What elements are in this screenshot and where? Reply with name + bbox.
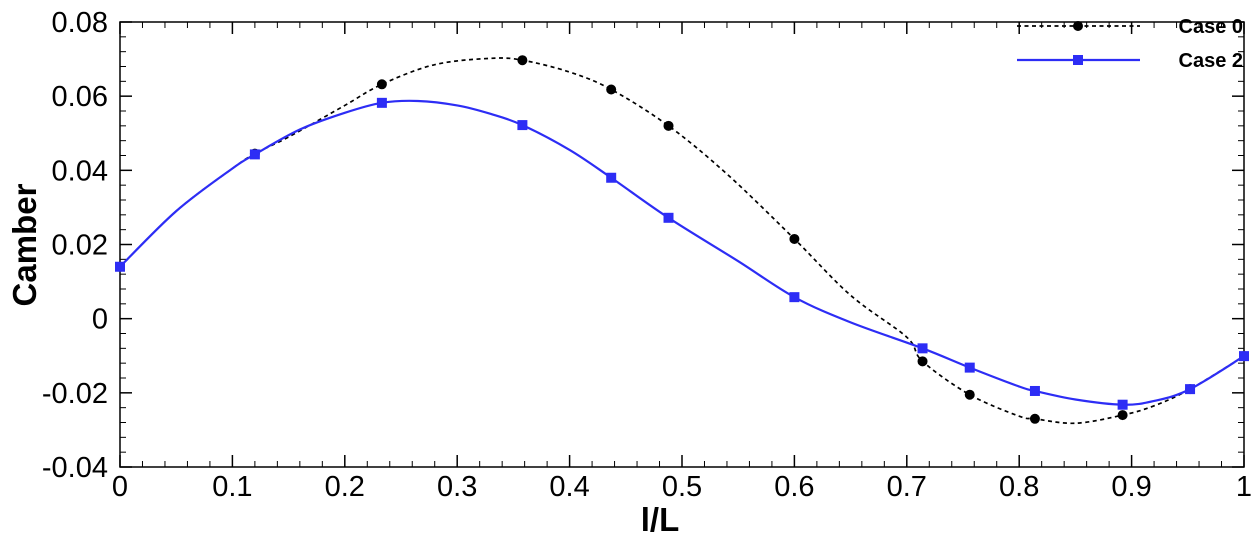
y-tick-label: 0.08 xyxy=(52,7,108,39)
data-point xyxy=(663,120,674,131)
legend-item: Case 0 xyxy=(1017,16,1243,38)
data-point xyxy=(115,261,125,272)
data-point xyxy=(1029,385,1040,396)
legend-label: Case 2 xyxy=(1179,50,1244,72)
x-tick-label: 0.3 xyxy=(437,471,477,503)
data-point xyxy=(917,343,928,354)
data-point xyxy=(1117,399,1128,410)
x-tick-label: 1 xyxy=(1236,471,1252,503)
y-tick-label: 0.04 xyxy=(52,155,108,187)
y-tick-labels: -0.04 -0.02 0 0.02 0.04 0.06 0.08 xyxy=(42,7,108,484)
data-point xyxy=(917,356,928,367)
x-tick-label: 0.8 xyxy=(999,471,1039,503)
y-tick-label: 0.02 xyxy=(52,230,108,262)
x-tick-label: 0.7 xyxy=(887,471,927,503)
data-point xyxy=(249,149,260,160)
series-case-2 xyxy=(115,97,1249,410)
data-point xyxy=(1029,413,1040,424)
data-point xyxy=(964,389,975,400)
y-tick-label: 0 xyxy=(92,304,108,336)
data-point xyxy=(376,97,387,108)
x-tick-label: 0.1 xyxy=(212,471,252,503)
x-tick-label: 0.6 xyxy=(774,471,814,503)
x-tick-labels: 0 0.1 0.2 0.3 0.4 0.5 0.6 0.7 0.8 0.9 1 xyxy=(112,471,1252,503)
data-point xyxy=(1073,55,1083,65)
data-point xyxy=(606,84,617,95)
y-tick-label: -0.02 xyxy=(42,378,108,410)
data-point xyxy=(789,233,800,244)
y-tick-label: -0.04 xyxy=(42,452,108,484)
legend-item: Case 2 xyxy=(1017,50,1243,72)
x-tick-label: 0.5 xyxy=(662,471,702,503)
data-point xyxy=(789,292,800,303)
y-axis-title: Camber xyxy=(6,183,43,306)
data-point xyxy=(1185,384,1196,395)
x-tick-label: 0.2 xyxy=(325,471,365,503)
series-line xyxy=(119,99,1245,406)
data-point xyxy=(663,212,674,223)
data-point xyxy=(376,79,387,90)
x-axis-title: l/L xyxy=(641,501,680,538)
x-tick-label: 0.4 xyxy=(549,471,589,503)
series-layer xyxy=(115,55,1249,425)
data-point xyxy=(1117,410,1128,421)
data-point xyxy=(1073,21,1083,31)
data-point xyxy=(964,362,975,373)
data-point xyxy=(1239,351,1249,362)
data-point xyxy=(606,172,617,183)
x-tick-label: 0 xyxy=(112,471,128,503)
series-line xyxy=(119,57,1245,425)
data-point xyxy=(517,55,528,66)
x-tick-label: 0.9 xyxy=(1111,471,1151,503)
legend-label: Case 0 xyxy=(1179,16,1244,38)
data-point xyxy=(517,120,528,131)
series-case-0 xyxy=(115,55,1249,425)
legend: Case 0 Case 2 xyxy=(1017,16,1243,72)
axis-ticks xyxy=(119,21,1245,468)
y-tick-label: 0.06 xyxy=(52,81,108,113)
